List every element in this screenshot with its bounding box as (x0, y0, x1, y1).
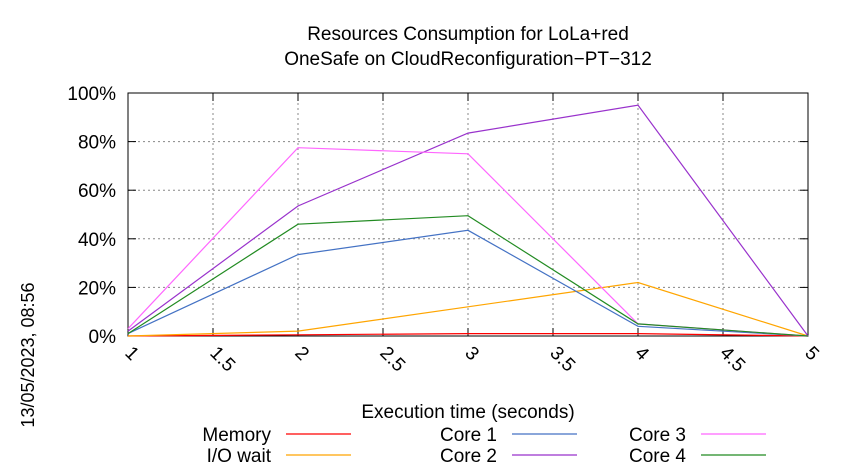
chart-title: Resources Consumption for LoLa+red OneSa… (284, 24, 652, 70)
y-tick-label: 0% (89, 327, 117, 348)
y-tick-label: 40% (78, 230, 116, 251)
series-line-core-2 (127, 104, 809, 337)
axes (127, 92, 809, 337)
x-tick-label: 5 (800, 343, 822, 365)
series-lines (127, 104, 809, 337)
chart-title-line-1: Resources Consumption for LoLa+red (307, 24, 629, 45)
x-tick-label: 4.5 (715, 343, 749, 377)
legend-label-core-4: Core 4 (629, 446, 686, 467)
x-tick-label: 1 (120, 343, 142, 365)
series-line-memory (127, 333, 809, 337)
x-tick-label: 2.5 (375, 343, 409, 377)
y-tick-labels: 0% 20% 40% 60% 80% 100% (67, 84, 116, 348)
y-tick-label: 80% (78, 133, 116, 154)
y-tick-label: 60% (78, 181, 116, 202)
x-tick-label: 3 (460, 343, 482, 365)
y-tick-label: 100% (67, 84, 116, 105)
legend-label-i-o-wait: I/O wait (207, 446, 272, 467)
x-tick-label: 4 (630, 343, 653, 366)
x-axis-label: Execution time (seconds) (361, 402, 574, 423)
x-tick-labels: 1 1.5 2 2.5 3 3.5 4 4.5 5 (120, 343, 822, 377)
x-tick-label: 3.5 (545, 343, 579, 377)
legend-label-memory: Memory (202, 425, 271, 446)
series-line-core-4 (127, 215, 809, 337)
x-tick-label: 1.5 (205, 343, 239, 377)
legend-label-core-3: Core 3 (629, 425, 686, 446)
plot-border (127, 92, 809, 337)
series-line-i-o-wait (127, 281, 809, 337)
chart-title-line-2: OneSafe on CloudReconfiguration−PT−312 (284, 49, 652, 70)
y-tick-label: 20% (78, 278, 116, 299)
legend-label-core-1: Core 1 (440, 425, 497, 446)
x-tick-label: 2 (290, 343, 312, 365)
grid (128, 93, 808, 336)
series-line-core-3 (127, 147, 809, 337)
series-line-core-1 (127, 229, 809, 337)
legend-label-core-2: Core 2 (440, 446, 497, 467)
timestamp-label: 13/05/2023, 08:56 (18, 282, 38, 427)
